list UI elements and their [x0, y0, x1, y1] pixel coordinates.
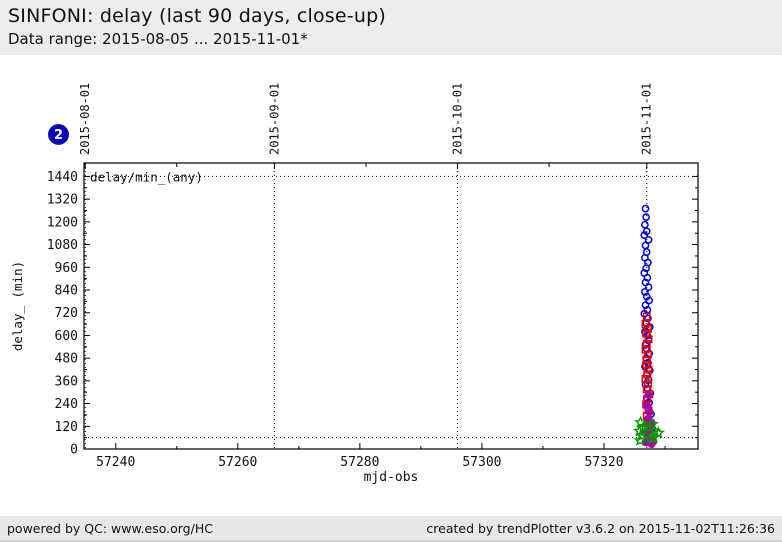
chart-area: 57240 57260 57280 57300 57320 0 120 240 360 480 60… — [0, 55, 782, 516]
svg-text:360: 360 — [55, 374, 78, 389]
page-title: SINFONI: delay (last 90 days, close-up) — [8, 5, 386, 27]
svg-text:57260: 57260 — [218, 455, 257, 470]
svg-text:840: 840 — [55, 284, 78, 299]
svg-text:960: 960 — [55, 261, 78, 276]
footer-created-by: created by trendPlotter v3.6.2 on 2015-1… — [426, 520, 775, 536]
plot-index-badge[interactable]: 2 — [48, 124, 69, 145]
svg-text:1440: 1440 — [47, 170, 78, 185]
svg-text:240: 240 — [55, 397, 78, 412]
svg-text:delay/min_(any): delay/min_(any) — [90, 169, 203, 184]
svg-text:delay_ (min): delay_ (min) — [10, 261, 25, 351]
footer-powered-by: powered by QC: www.eso.org/HC — [7, 520, 213, 536]
svg-text:1200: 1200 — [47, 215, 78, 230]
header: SINFONI: delay (last 90 days, close-up) … — [0, 0, 782, 55]
svg-text:2015-08-01: 2015-08-01 — [78, 83, 92, 155]
svg-text:720: 720 — [55, 306, 78, 321]
svg-text:mjd-obs: mjd-obs — [364, 470, 419, 485]
svg-text:2015-11-01: 2015-11-01 — [640, 83, 654, 155]
footer-bar: powered by QC: www.eso.org/HC created by… — [0, 516, 782, 542]
svg-text:2015-09-01: 2015-09-01 — [267, 83, 281, 155]
svg-text:57320: 57320 — [584, 455, 623, 470]
svg-text:0: 0 — [70, 443, 78, 458]
svg-text:2015-10-01: 2015-10-01 — [451, 83, 465, 155]
data-range-subtitle: Data range: 2015-08-05 ... 2015-11-01* — [8, 30, 308, 48]
svg-text:57300: 57300 — [462, 455, 501, 470]
svg-text:1320: 1320 — [47, 193, 78, 208]
svg-text:120: 120 — [55, 420, 78, 435]
svg-text:480: 480 — [55, 352, 78, 367]
svg-text:600: 600 — [55, 329, 78, 344]
svg-text:57240: 57240 — [96, 455, 135, 470]
svg-text:1080: 1080 — [47, 238, 78, 253]
scatter-plot: 57240 57260 57280 57300 57320 0 120 240 360 480 60… — [10, 83, 699, 485]
svg-text:57280: 57280 — [340, 455, 379, 470]
